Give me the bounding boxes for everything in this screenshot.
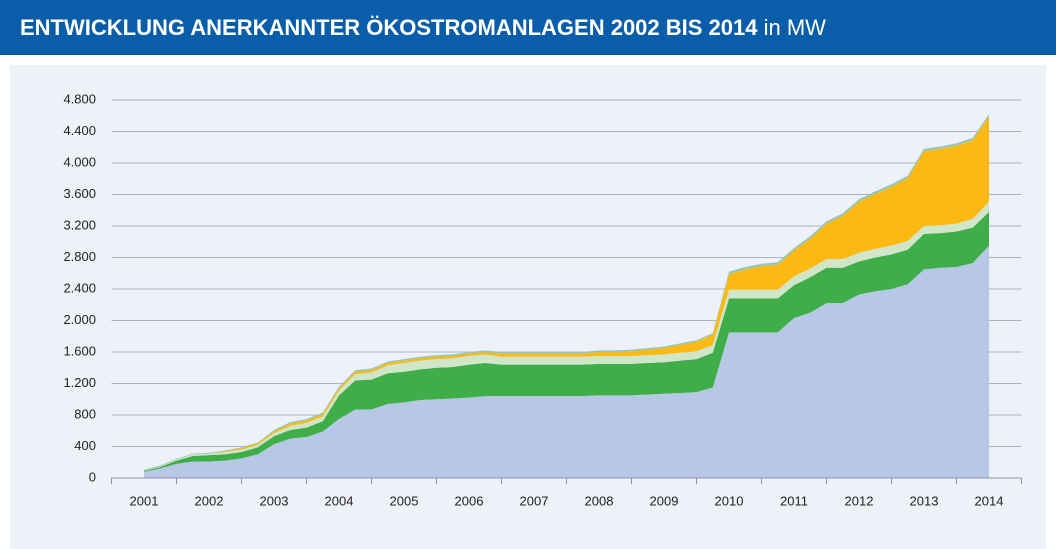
x-tick-label: 2002 [195, 493, 224, 508]
x-tick-label: 2001 [130, 493, 159, 508]
y-tick-label: 4.400 [63, 123, 96, 138]
x-tick-label: 2008 [585, 493, 614, 508]
y-tick-label: 0 [89, 469, 96, 484]
x-tick-label: 2003 [260, 493, 289, 508]
x-tick-label: 2014 [975, 493, 1004, 508]
x-tick-label: 2005 [390, 493, 419, 508]
title-unit: in MW [763, 15, 826, 40]
y-tick-label: 2.800 [63, 249, 96, 264]
area [144, 211, 989, 472]
header: ENTWICKLUNG ANERKANNTER ÖKOSTROMANLAGEN … [0, 0, 1056, 55]
y-tick-label: 400 [74, 438, 96, 453]
y-tick-label: 1.200 [63, 375, 96, 390]
y-tick-label: 2.400 [63, 280, 96, 295]
x-tick-label: 2010 [715, 493, 744, 508]
area [144, 245, 989, 478]
y-tick-label: 1.600 [63, 343, 96, 358]
y-tick-label: 800 [74, 406, 96, 421]
y-tick-label: 4.800 [63, 91, 96, 106]
x-tick-label: 2004 [325, 493, 354, 508]
title: ENTWICKLUNG ANERKANNTER ÖKOSTROMANLAGEN … [20, 15, 758, 40]
x-tick-label: 2012 [845, 493, 874, 508]
x-tick-label: 2007 [520, 493, 549, 508]
x-tick-label: 2013 [910, 493, 939, 508]
x-tick-label: 2006 [455, 493, 484, 508]
y-tick-label: 3.200 [63, 217, 96, 232]
y-tick-label: 4.000 [63, 154, 96, 169]
y-tick-label: 2.000 [63, 312, 96, 327]
x-tick-label: 2009 [650, 493, 679, 508]
x-tick-label: 2011 [780, 493, 808, 508]
y-tick-label: 3.600 [63, 186, 96, 201]
